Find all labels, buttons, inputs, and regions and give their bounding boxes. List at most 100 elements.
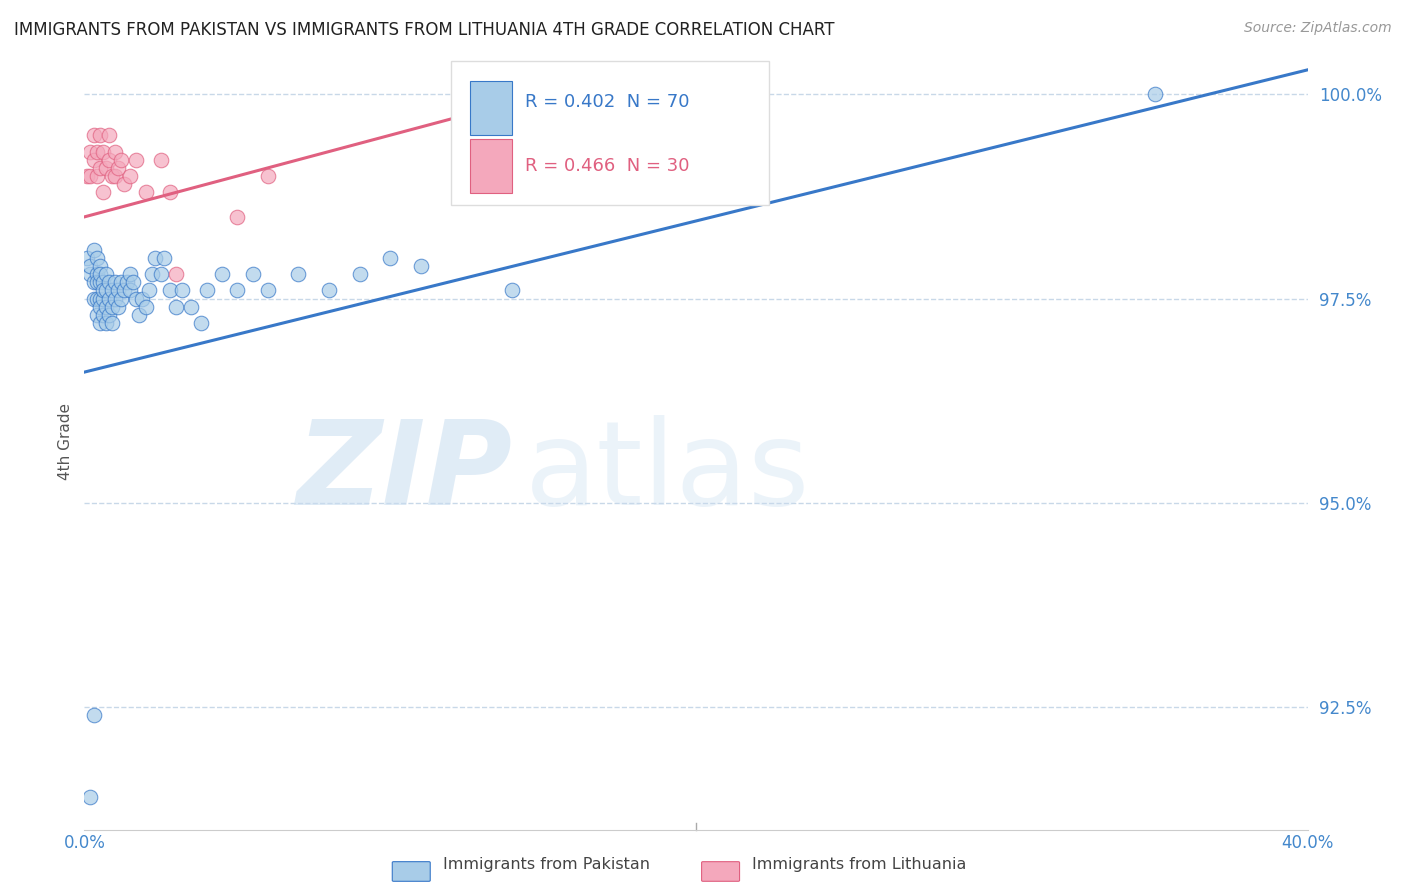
Point xyxy=(79,789,101,804)
Point xyxy=(97,153,120,167)
Point xyxy=(120,284,142,298)
Point xyxy=(76,169,98,183)
Point xyxy=(97,128,120,143)
Point xyxy=(349,267,371,281)
Point xyxy=(83,292,105,306)
Point xyxy=(86,267,108,281)
Point xyxy=(115,275,138,289)
Point xyxy=(83,153,105,167)
Text: Immigrants from Pakistan: Immigrants from Pakistan xyxy=(443,857,650,872)
FancyBboxPatch shape xyxy=(451,62,769,205)
Point xyxy=(149,267,172,281)
Point xyxy=(159,186,181,200)
Point xyxy=(94,300,117,314)
Text: IMMIGRANTS FROM PAKISTAN VS IMMIGRANTS FROM LITHUANIA 4TH GRADE CORRELATION CHAR: IMMIGRANTS FROM PAKISTAN VS IMMIGRANTS F… xyxy=(14,21,835,38)
Point xyxy=(242,267,264,281)
Point xyxy=(226,210,249,224)
Point xyxy=(89,259,111,273)
Point xyxy=(120,169,142,183)
Point xyxy=(1143,87,1166,102)
Text: R = 0.402  N = 70: R = 0.402 N = 70 xyxy=(524,94,689,112)
Point xyxy=(125,153,148,167)
Point xyxy=(380,251,402,265)
Point xyxy=(138,284,160,298)
Text: Immigrants from Lithuania: Immigrants from Lithuania xyxy=(752,857,966,872)
Point xyxy=(97,275,120,289)
Text: atlas: atlas xyxy=(524,415,810,530)
Point xyxy=(153,251,176,265)
Point xyxy=(101,169,124,183)
Point xyxy=(83,128,105,143)
Point xyxy=(110,292,132,306)
Point xyxy=(107,161,129,175)
Point xyxy=(107,284,129,298)
Point xyxy=(94,161,117,175)
Point xyxy=(104,275,127,289)
Point xyxy=(89,300,111,314)
Point xyxy=(91,308,114,322)
Point xyxy=(135,186,157,200)
Point xyxy=(165,300,187,314)
Point xyxy=(91,145,114,159)
Point xyxy=(79,145,101,159)
Point xyxy=(159,284,181,298)
Point xyxy=(89,128,111,143)
Point xyxy=(257,169,280,183)
Text: ZIP: ZIP xyxy=(297,415,513,530)
Point xyxy=(135,300,157,314)
Point xyxy=(110,153,132,167)
Point xyxy=(89,267,111,281)
Point xyxy=(79,267,101,281)
Point xyxy=(471,95,494,110)
Point xyxy=(94,284,117,298)
Point xyxy=(149,153,172,167)
Point xyxy=(89,275,111,289)
Point xyxy=(143,251,166,265)
Point xyxy=(502,284,524,298)
Point xyxy=(94,316,117,330)
FancyBboxPatch shape xyxy=(470,139,513,194)
Point xyxy=(79,169,101,183)
Point xyxy=(97,308,120,322)
Point xyxy=(104,169,127,183)
Point xyxy=(195,284,218,298)
Point xyxy=(79,259,101,273)
FancyBboxPatch shape xyxy=(470,80,513,135)
Point xyxy=(180,300,202,314)
Point xyxy=(107,300,129,314)
Point xyxy=(112,178,135,192)
Point xyxy=(101,300,124,314)
Point xyxy=(128,308,150,322)
Point xyxy=(112,284,135,298)
Point xyxy=(83,275,105,289)
Point xyxy=(76,251,98,265)
Point xyxy=(287,267,309,281)
Point xyxy=(86,145,108,159)
Point xyxy=(86,275,108,289)
Point xyxy=(97,292,120,306)
Point xyxy=(91,186,114,200)
Point xyxy=(104,292,127,306)
Point xyxy=(141,267,163,281)
Point xyxy=(91,284,114,298)
Point xyxy=(83,243,105,257)
Point xyxy=(502,95,524,110)
Point xyxy=(226,284,249,298)
Text: R = 0.466  N = 30: R = 0.466 N = 30 xyxy=(524,157,689,175)
Text: Source: ZipAtlas.com: Source: ZipAtlas.com xyxy=(1244,21,1392,35)
Point xyxy=(83,708,105,723)
Point xyxy=(257,284,280,298)
Point xyxy=(104,145,127,159)
Point xyxy=(122,275,145,289)
Point xyxy=(86,308,108,322)
Point xyxy=(89,161,111,175)
Point xyxy=(101,316,124,330)
Point xyxy=(110,275,132,289)
Point xyxy=(125,292,148,306)
Point xyxy=(409,259,432,273)
Point xyxy=(211,267,233,281)
Y-axis label: 4th Grade: 4th Grade xyxy=(58,403,73,480)
Point xyxy=(89,292,111,306)
Point xyxy=(86,169,108,183)
Point xyxy=(172,284,194,298)
